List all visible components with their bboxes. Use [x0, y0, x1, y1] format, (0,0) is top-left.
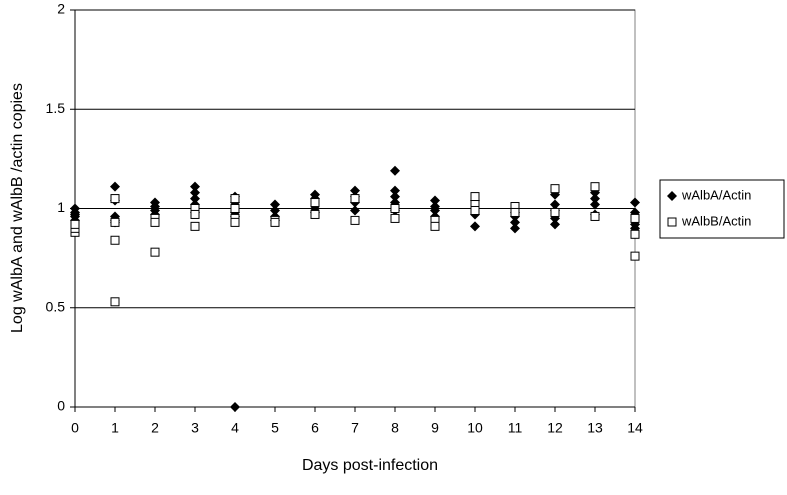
y-tick-label: 1: [57, 199, 65, 215]
point: [190, 181, 200, 192]
point: [390, 185, 400, 196]
point: [70, 209, 80, 220]
y-axis-title: Log wAlbA and wAlbB /actin copies: [9, 83, 26, 333]
point: [230, 217, 240, 227]
x-tick-label: 5: [271, 420, 279, 436]
x-tick-label: 1: [111, 420, 119, 436]
point: [630, 213, 640, 223]
y-tick-label: 1.5: [46, 100, 66, 116]
x-tick-label: 2: [151, 420, 159, 436]
point: [110, 181, 120, 192]
x-tick-label: 0: [71, 420, 79, 436]
point: [390, 191, 400, 202]
point: [310, 198, 320, 208]
y-tick-label: 0.5: [46, 298, 66, 314]
x-tick-label: 9: [431, 420, 439, 436]
point: [590, 193, 600, 204]
legend-marker: [667, 217, 677, 227]
point: [470, 205, 480, 215]
point: [350, 205, 360, 216]
point: [190, 221, 200, 231]
point: [590, 211, 600, 221]
point: [350, 194, 360, 204]
x-tick-label: 14: [627, 420, 643, 436]
x-tick-label: 12: [547, 420, 563, 436]
point: [590, 182, 600, 192]
y-tick-label: 0: [57, 398, 65, 414]
point: [510, 217, 520, 228]
point: [550, 184, 560, 194]
point: [70, 219, 80, 229]
point: [550, 207, 560, 217]
point: [270, 205, 280, 216]
point: [430, 221, 440, 231]
point: [390, 165, 400, 176]
point: [190, 193, 200, 204]
point: [590, 199, 600, 210]
legend-label: wAlbA/Actin: [681, 187, 751, 202]
x-tick-label: 10: [467, 420, 483, 436]
point: [630, 197, 640, 208]
point: [310, 209, 320, 219]
point: [230, 204, 240, 213]
point: [110, 217, 120, 227]
point: [550, 219, 560, 230]
point: [550, 199, 560, 210]
point: [230, 402, 240, 412]
x-tick-label: 13: [587, 420, 603, 436]
point: [190, 209, 200, 219]
point: [270, 199, 280, 210]
legend-box: [659, 179, 785, 239]
x-axis-title: Days post-infection: [302, 457, 438, 474]
x-tick-label: 3: [191, 420, 199, 436]
point: [270, 217, 280, 227]
point: [150, 217, 160, 227]
point: [390, 213, 400, 223]
point: [430, 205, 440, 216]
point: [110, 235, 120, 245]
x-tick-label: 8: [391, 420, 399, 436]
y-tick-label: 2: [57, 1, 65, 17]
point: [110, 194, 120, 204]
point: [630, 229, 640, 239]
x-tick-label: 11: [508, 420, 523, 436]
point: [510, 207, 520, 217]
point: [110, 297, 120, 307]
x-tick-label: 6: [311, 420, 319, 436]
point: [470, 192, 480, 202]
x-tick-label: 4: [231, 420, 239, 436]
point: [470, 221, 480, 232]
point: [630, 251, 640, 261]
point: [150, 247, 160, 257]
point: [350, 215, 360, 225]
point: [190, 187, 200, 198]
point: [390, 204, 400, 213]
x-tick-label: 7: [351, 420, 359, 436]
point: [350, 185, 360, 196]
legend-label: wAlbB/Actin: [681, 213, 751, 228]
point: [510, 223, 520, 234]
point: [430, 195, 440, 206]
point: [230, 194, 240, 204]
legend-marker: [667, 191, 677, 201]
